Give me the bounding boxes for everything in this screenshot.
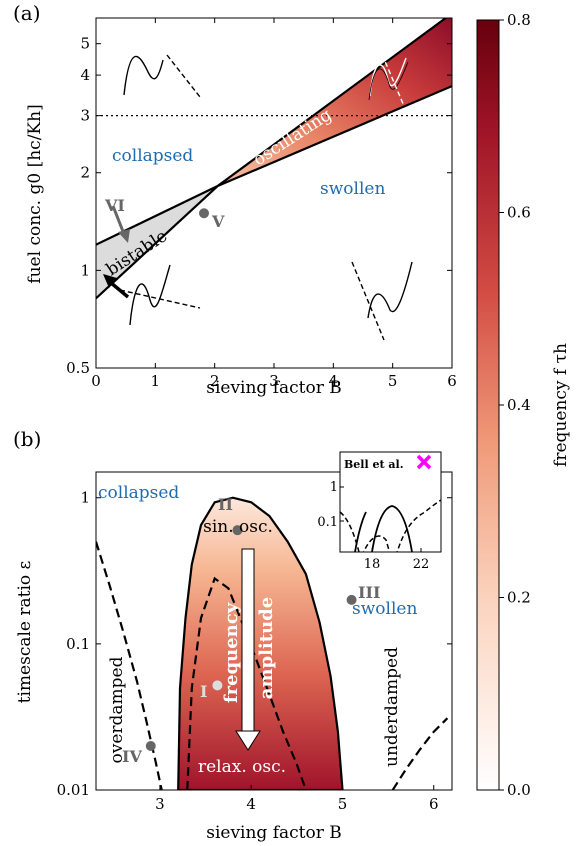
panel-a-y-axis-label: fuel conc. g0 [hc/Kh] bbox=[25, 104, 45, 283]
inset-x-tick-18: 18 bbox=[364, 557, 381, 572]
panel-a-plot-area bbox=[96, 18, 452, 341]
colorbar-tick-label: 0.4 bbox=[507, 396, 531, 414]
panel-a: collapsed swollen oscillating bistable V… bbox=[13, 1, 457, 398]
label-point-v: V bbox=[211, 212, 225, 231]
panel-a-y-tick-label: 4 bbox=[80, 66, 90, 84]
panel-b-plot-area bbox=[96, 496, 449, 790]
colorbar-tick-label: 0.0 bbox=[507, 781, 531, 799]
panel-b-y-tick-label: 0.01 bbox=[57, 781, 90, 799]
inset-frame bbox=[339, 451, 442, 553]
panel-b-x-tick-label: 6 bbox=[429, 795, 439, 813]
arrow-black bbox=[103, 274, 130, 299]
panel-a-x-tick-label: 6 bbox=[447, 372, 457, 390]
bistable-lower-boundary bbox=[96, 185, 219, 300]
label-point-ii: II bbox=[218, 495, 233, 514]
label-collapsed-b: collapsed bbox=[98, 483, 179, 503]
panel-b-frame bbox=[95, 471, 453, 791]
colorbar: 0.0 0.2 0.4 0.6 0.8 frequency f τh bbox=[476, 11, 571, 799]
oscillating-lower-boundary bbox=[217, 85, 452, 188]
sketch-collapsed-nullclines bbox=[123, 54, 201, 98]
label-collapsed-a: collapsed bbox=[112, 146, 193, 166]
colorbar-tick-label: 0.6 bbox=[507, 204, 531, 222]
panel-a-x-tick-label: 5 bbox=[388, 372, 398, 390]
point-iii bbox=[346, 594, 357, 605]
inset-y-tick-0-1: 0.1 bbox=[317, 515, 338, 530]
colorbar-ticks: 0.0 0.2 0.4 0.6 0.8 bbox=[499, 11, 531, 799]
inset-y-tick-1: 1 bbox=[330, 480, 338, 495]
label-overdamped: overdamped bbox=[107, 656, 127, 763]
panel-a-x-ticks: 0 1 2 3 4 5 6 bbox=[91, 18, 457, 390]
oscillating-upper-boundary bbox=[216, 18, 448, 187]
panel-a-x-tick-label: 4 bbox=[329, 372, 339, 390]
panel-b-x-tick-label: 3 bbox=[155, 795, 165, 813]
sketch-oscillating-nullclines bbox=[368, 39, 409, 107]
label-frequency: frequency bbox=[221, 602, 242, 703]
panel-b-y-tick-label: 0.1 bbox=[66, 635, 90, 653]
label-swollen-b: swollen bbox=[352, 599, 417, 619]
inset-title: Bell et al. bbox=[344, 458, 404, 471]
panel-b: collapsed swollen overdamped underdamped… bbox=[13, 427, 453, 843]
label-point-iii: III bbox=[358, 583, 380, 602]
panel-a-y-tick-label: 3 bbox=[80, 107, 90, 125]
panel-a-x-tick-label: 2 bbox=[210, 372, 220, 390]
panel-a-y-tick-label: 5 bbox=[80, 35, 90, 53]
panel-a-x-tick-label: 0 bbox=[91, 372, 101, 390]
panel-b-x-ticks: 3 4 5 6 bbox=[155, 785, 439, 813]
point-v bbox=[198, 208, 209, 219]
colorbar-gradient bbox=[476, 19, 500, 791]
inset-bell-et-al: Bell et al. 1 0.1 18 22 bbox=[317, 451, 442, 572]
panel-b-x-axis-label: sieving factor B bbox=[206, 823, 342, 843]
panel-a-x-tick-label: 3 bbox=[269, 372, 279, 390]
panel-b-y-ticks: 0.01 0.1 1 bbox=[57, 489, 452, 799]
panel-a-y-tick-label: 2 bbox=[80, 164, 90, 182]
panel-b-x-tick-label: 5 bbox=[338, 795, 348, 813]
panel-b-x-tick-label: 4 bbox=[246, 795, 256, 813]
point-iv bbox=[145, 741, 156, 752]
bistable-upper-boundary bbox=[96, 185, 219, 246]
inset-cross-marker bbox=[416, 454, 432, 470]
panel-a-y-ticks: 0.5 1 2 3 4 5 bbox=[66, 35, 452, 377]
colorbar-tick-label: 0.8 bbox=[507, 11, 531, 29]
label-relax-osc: relax. osc. bbox=[198, 757, 286, 777]
dashed-boundary-left bbox=[96, 541, 163, 790]
sketch-bistable-nullclines bbox=[119, 264, 201, 326]
panel-a-y-tick-label: 1 bbox=[80, 261, 90, 279]
sketch-swollen-nullclines bbox=[351, 261, 413, 341]
label-point-i: I bbox=[200, 682, 207, 701]
arrow-vi bbox=[111, 205, 130, 243]
label-underdamped: underdamped bbox=[382, 647, 402, 767]
label-swollen-a: swollen bbox=[320, 179, 385, 199]
panel-b-y-tick-label: 1 bbox=[80, 489, 90, 507]
panel-a-x-axis-label: sieving factor B bbox=[206, 378, 342, 398]
colorbar-tick-label: 0.2 bbox=[507, 589, 531, 607]
label-point-iv: IV bbox=[122, 747, 142, 766]
dashed-boundary-right bbox=[391, 717, 449, 790]
arrow-frequency-amplitude bbox=[235, 548, 261, 751]
panel-b-y-axis-label: timescale ratio ε bbox=[15, 560, 35, 703]
oscillating-region-b bbox=[177, 496, 344, 790]
label-sin-osc: sin. osc. bbox=[203, 517, 273, 537]
panel-a-x-tick-label: 1 bbox=[151, 372, 161, 390]
label-point-vi: VI bbox=[104, 196, 125, 215]
panel-b-label: (b) bbox=[13, 427, 41, 451]
panel-a-label: (a) bbox=[13, 1, 41, 25]
panel-a-y-tick-label: 0.5 bbox=[66, 359, 90, 377]
label-amplitude: amplitude bbox=[256, 597, 277, 699]
colorbar-label: frequency f τh bbox=[551, 343, 571, 467]
inset-plot-area bbox=[340, 499, 441, 552]
inset-x-tick-22: 22 bbox=[413, 557, 430, 572]
point-i bbox=[212, 680, 223, 691]
point-ii bbox=[232, 525, 243, 536]
